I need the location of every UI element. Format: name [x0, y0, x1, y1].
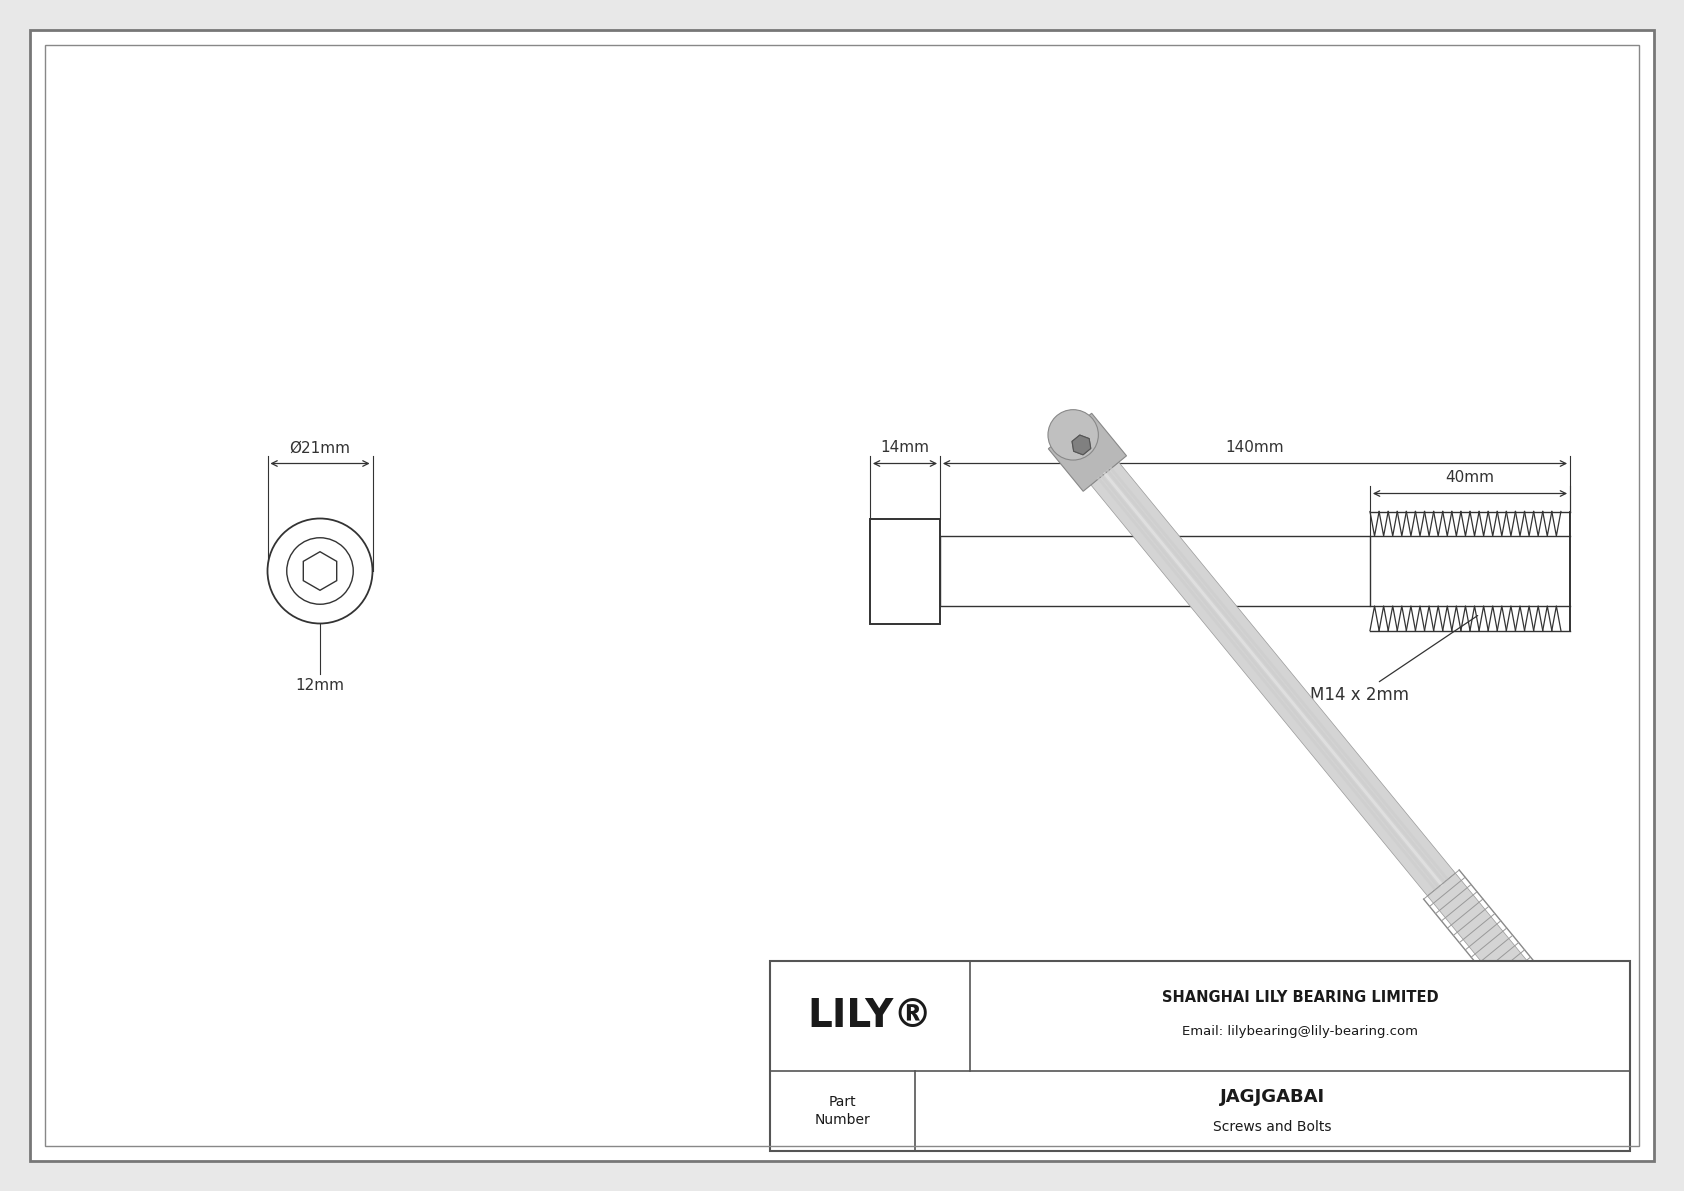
Circle shape: [286, 538, 354, 604]
Polygon shape: [1073, 435, 1091, 455]
Text: Email: lilybearing@lily-bearing.com: Email: lilybearing@lily-bearing.com: [1182, 1024, 1418, 1037]
Bar: [871, 518, 940, 624]
Text: Screws and Bolts: Screws and Bolts: [1212, 1120, 1332, 1134]
Text: Part
Number: Part Number: [815, 1095, 871, 1127]
Text: 40mm: 40mm: [1445, 470, 1494, 486]
Text: 12mm: 12mm: [295, 679, 345, 693]
Circle shape: [268, 518, 372, 624]
Bar: [940, 536, 1371, 606]
Circle shape: [1047, 410, 1098, 460]
Text: SHANGHAI LILY BEARING LIMITED: SHANGHAI LILY BEARING LIMITED: [1162, 991, 1438, 1005]
Bar: [770, 961, 1630, 1151]
Polygon shape: [1073, 435, 1091, 455]
Text: 140mm: 140mm: [1226, 441, 1285, 455]
Text: JAGJGABAI: JAGJGABAI: [1219, 1089, 1325, 1106]
Text: Ø21mm: Ø21mm: [290, 441, 350, 455]
Polygon shape: [1428, 873, 1603, 1078]
Polygon shape: [1049, 413, 1127, 492]
Text: LILY®: LILY®: [807, 997, 933, 1035]
Polygon shape: [303, 551, 337, 591]
Text: 14mm: 14mm: [881, 441, 930, 455]
Polygon shape: [1091, 462, 1455, 896]
Text: M14 x 2mm: M14 x 2mm: [1310, 616, 1477, 704]
